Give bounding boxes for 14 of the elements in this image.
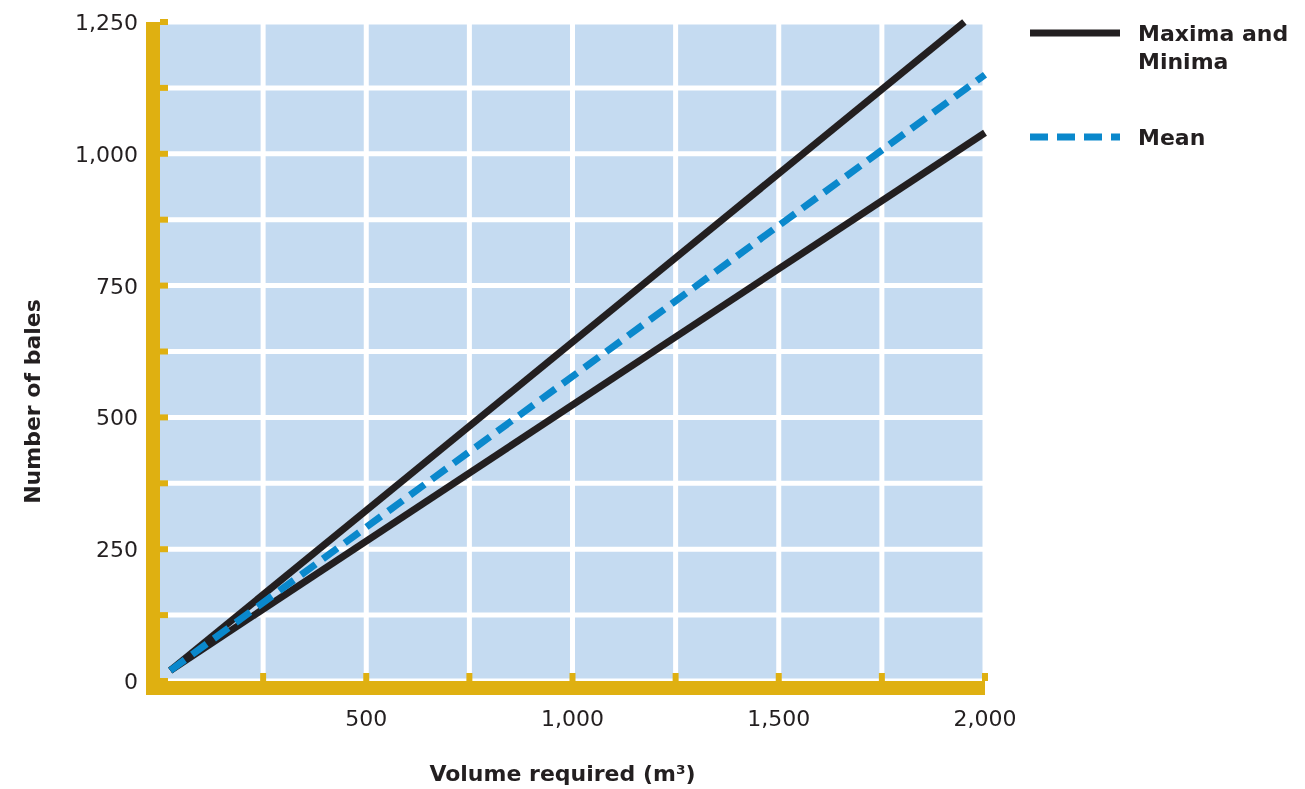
y-tick-label: 1,000 <box>75 141 138 167</box>
x-tick-label: 500 <box>345 706 388 731</box>
x-tick-label: 1,000 <box>541 706 604 731</box>
y-tick-label: 500 <box>96 405 138 431</box>
y-axis-title: Number of bales <box>20 299 45 504</box>
x-axis-title: Volume required (m³) <box>429 761 696 786</box>
legend-label: Maxima and Minima <box>1138 21 1289 74</box>
x-tick-label: 1,500 <box>747 706 811 731</box>
y-tick-label: 0 <box>124 669 138 694</box>
legend-label: Mean <box>1138 125 1206 150</box>
y-tick-label: 750 <box>96 273 138 299</box>
x-tick-label: 2,000 <box>953 706 1017 731</box>
y-tick-label: 250 <box>96 537 138 563</box>
y-tick-label: 1,250 <box>75 10 138 35</box>
